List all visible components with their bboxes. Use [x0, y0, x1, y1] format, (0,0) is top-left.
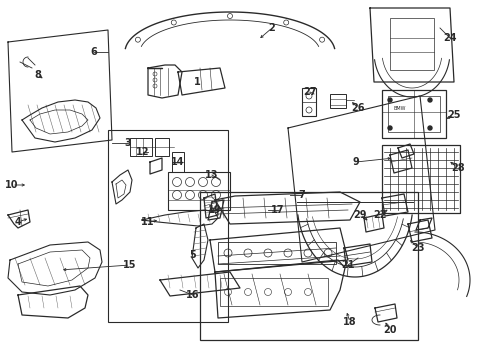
Text: 12: 12 [136, 147, 149, 157]
Bar [130, 138, 152, 156]
Text: 29: 29 [352, 210, 366, 220]
Text: 7: 7 [298, 190, 305, 200]
Text: 14: 14 [171, 157, 184, 167]
Text: 5: 5 [189, 250, 196, 260]
Circle shape [427, 126, 431, 130]
Text: 13: 13 [205, 170, 218, 180]
Bar [389, 18, 433, 70]
Bar [218, 242, 335, 264]
Text: 8: 8 [35, 70, 41, 80]
Text: 27: 27 [303, 87, 316, 97]
Circle shape [387, 126, 391, 130]
Bar [381, 145, 459, 213]
Bar [329, 99, 346, 105]
Bar [172, 152, 183, 172]
Text: 11: 11 [141, 217, 154, 227]
Text: 25: 25 [447, 110, 460, 120]
Bar [155, 138, 169, 156]
Text: 18: 18 [343, 317, 356, 327]
Bar [302, 88, 315, 116]
Text: 21: 21 [341, 260, 354, 270]
Text: 22: 22 [372, 210, 386, 220]
Circle shape [387, 98, 391, 102]
Text: 2: 2 [268, 23, 275, 33]
Bar [381, 90, 445, 138]
Bar [220, 278, 327, 306]
Text: 19: 19 [208, 205, 221, 215]
Text: 1: 1 [193, 77, 200, 87]
Text: 9: 9 [352, 157, 359, 167]
Bar [387, 96, 439, 132]
Text: 23: 23 [410, 243, 424, 253]
Text: BMW: BMW [393, 106, 406, 111]
Text: 24: 24 [442, 33, 456, 43]
Text: 6: 6 [90, 47, 97, 57]
Bar [329, 94, 346, 108]
Bar [168, 172, 229, 210]
Text: 28: 28 [450, 163, 464, 173]
Text: 16: 16 [186, 290, 199, 300]
Text: 15: 15 [123, 260, 137, 270]
Text: 17: 17 [271, 205, 284, 215]
Text: 26: 26 [350, 103, 364, 113]
Text: 20: 20 [383, 325, 396, 335]
Circle shape [427, 98, 431, 102]
Text: 4: 4 [15, 217, 21, 227]
Text: 3: 3 [124, 138, 131, 148]
Bar [108, 130, 227, 322]
Bar [200, 192, 417, 340]
Text: 10: 10 [5, 180, 19, 190]
